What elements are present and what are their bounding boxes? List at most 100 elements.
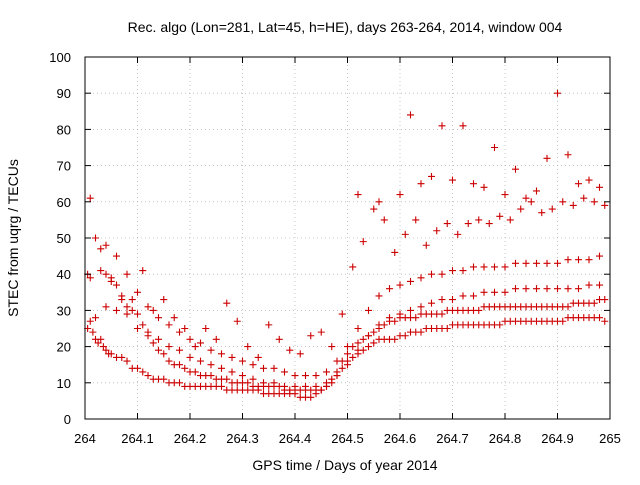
data-point	[99, 343, 107, 351]
data-point	[590, 299, 598, 307]
data-point	[365, 306, 372, 314]
data-point	[501, 191, 509, 199]
data-point	[485, 220, 493, 228]
data-point	[89, 328, 97, 336]
data-point	[401, 332, 409, 340]
data-point	[123, 303, 131, 311]
data-point	[97, 245, 105, 253]
data-point	[543, 154, 551, 162]
data-point	[575, 180, 582, 188]
data-point	[191, 343, 199, 351]
data-point	[212, 335, 220, 343]
data-point	[165, 321, 173, 329]
data-point	[228, 368, 236, 376]
data-point	[417, 328, 425, 336]
data-point	[302, 372, 309, 380]
data-point	[144, 303, 152, 311]
data-point	[443, 325, 451, 332]
data-point	[139, 267, 147, 275]
data-point	[386, 314, 393, 322]
data-point	[354, 339, 362, 347]
data-point	[181, 364, 189, 372]
data-point	[585, 281, 593, 289]
data-point	[601, 296, 609, 304]
data-point	[118, 292, 126, 300]
x-tick-label: 264.7	[436, 431, 469, 446]
data-point	[281, 382, 288, 390]
data-point	[396, 191, 404, 199]
data-point	[344, 361, 351, 369]
data-point	[354, 346, 362, 354]
data-point	[113, 281, 120, 289]
data-point	[407, 277, 414, 285]
data-point	[128, 296, 136, 304]
data-point	[176, 361, 183, 369]
data-point	[354, 191, 362, 199]
data-point	[375, 292, 383, 300]
data-point	[233, 317, 241, 325]
data-point	[438, 296, 446, 304]
data-point	[270, 379, 278, 387]
data-point	[338, 364, 346, 372]
data-point	[407, 111, 414, 119]
data-point	[496, 212, 504, 220]
data-point	[134, 310, 141, 318]
data-point	[512, 259, 519, 267]
x-tick-label: 264.9	[541, 431, 574, 446]
data-point	[249, 361, 257, 369]
data-point	[564, 285, 572, 293]
data-point	[155, 335, 162, 343]
data-point	[375, 321, 383, 329]
data-point	[249, 375, 257, 383]
data-point	[554, 89, 561, 97]
data-point	[533, 259, 540, 267]
y-tick-label: 80	[57, 122, 71, 137]
data-point	[522, 285, 530, 293]
x-tick-label: 264	[74, 431, 96, 446]
data-point	[144, 372, 152, 380]
data-point	[107, 277, 115, 285]
data-point	[317, 386, 325, 394]
data-point	[181, 325, 189, 332]
data-point	[191, 368, 199, 376]
data-point	[160, 350, 168, 358]
x-tick-label: 264.5	[331, 431, 364, 446]
y-tick-label: 30	[57, 303, 71, 318]
data-point	[218, 382, 225, 390]
data-point	[554, 285, 561, 293]
data-point	[585, 256, 593, 264]
x-tick-label: 264.6	[384, 431, 417, 446]
data-point	[186, 335, 194, 343]
data-point	[459, 292, 467, 300]
data-point	[338, 310, 346, 318]
data-point	[149, 339, 157, 347]
data-point	[433, 227, 441, 235]
data-point	[323, 368, 330, 376]
data-point	[501, 288, 509, 296]
data-point	[344, 343, 351, 351]
data-point	[302, 382, 309, 390]
axis-ticks: 264 264.1 264.2 264.3 264.4 264.5 264.6 264.7 26…	[49, 50, 621, 446]
data-point	[139, 321, 147, 329]
data-point	[428, 270, 435, 278]
data-point	[569, 201, 577, 209]
data-point	[160, 375, 168, 383]
data-point	[328, 375, 336, 383]
data-point	[102, 346, 110, 354]
data-point	[260, 364, 267, 372]
data-point	[281, 368, 288, 376]
data-point	[480, 183, 488, 191]
data-point	[428, 172, 435, 180]
data-point	[307, 332, 315, 340]
data-point	[543, 285, 551, 293]
data-point	[417, 303, 425, 311]
data-point	[506, 216, 514, 224]
data-point	[412, 314, 420, 322]
data-point	[197, 357, 204, 365]
data-point	[155, 346, 162, 354]
data-point	[307, 393, 315, 401]
data-point	[512, 165, 519, 173]
data-point	[459, 267, 467, 275]
data-point	[501, 263, 509, 271]
